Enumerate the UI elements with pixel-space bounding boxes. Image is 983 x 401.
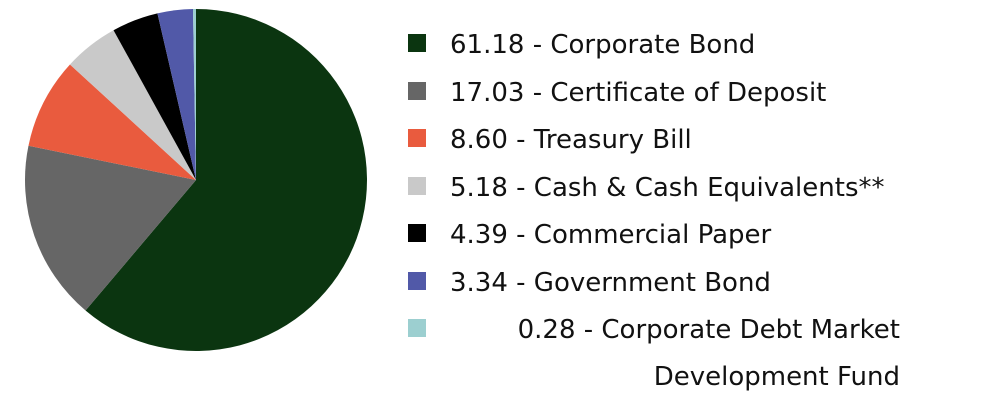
legend: 61.18 - Corporate Bond 17.03 - Certificat… xyxy=(408,22,900,392)
pie-slice xyxy=(113,13,196,180)
legend-swatch xyxy=(408,271,426,290)
pie-chart xyxy=(24,9,367,351)
legend-item: 8.60 - Treasury Bill xyxy=(408,117,900,165)
legend-swatch xyxy=(408,34,426,52)
legend-item: 61.18 - Corporate Bond xyxy=(408,22,900,70)
pie-slice xyxy=(24,145,196,311)
legend-swatch xyxy=(408,129,426,147)
legend-label: 61.18 - Corporate Bond xyxy=(450,30,756,60)
legend-item: 0.28 - Corporate Debt Market Development… xyxy=(408,307,900,392)
legend-label: 17.03 - Certificate of Deposit xyxy=(450,77,827,108)
legend-swatch xyxy=(408,176,426,195)
legend-label: 3.34 - Government Bond xyxy=(450,267,771,298)
pie-slice xyxy=(157,9,196,181)
pie-slice xyxy=(69,30,196,180)
pie-slice xyxy=(85,9,367,351)
legend-swatch xyxy=(408,319,426,337)
legend-label: 4.39 - Commercial Paper xyxy=(450,220,772,250)
legend-item: 4.39 - Commercial Paper xyxy=(408,212,900,260)
legend-item: 17.03 - Certificate of Deposit xyxy=(408,70,900,118)
legend-swatch xyxy=(408,81,426,100)
legend-item: 5.18 - Cash & Cash Equivalents** xyxy=(408,165,900,213)
pie-slice xyxy=(192,9,196,180)
legend-label: 8.60 - Treasury Bill xyxy=(450,125,692,155)
legend-label: 5.18 - Cash & Cash Equivalents** xyxy=(450,172,885,203)
legend-swatch xyxy=(408,224,426,242)
legend-item: 3.34 - Government Bond xyxy=(408,260,900,308)
pie-slice xyxy=(28,64,196,180)
legend-label: 0.28 - Corporate Debt Market Development… xyxy=(517,315,900,392)
